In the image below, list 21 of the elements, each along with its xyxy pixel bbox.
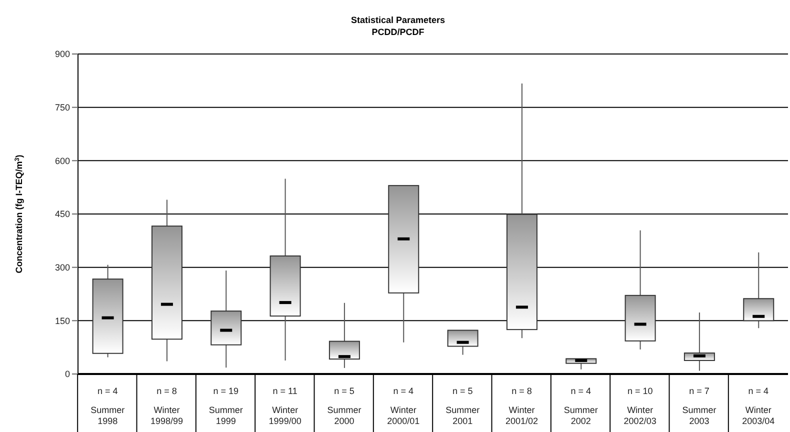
x-tick-label: n = 10 Winter 2002/03 xyxy=(624,386,656,426)
y-tick-label: 600 xyxy=(54,156,70,166)
y-tick-label: 300 xyxy=(54,262,70,273)
x-tick-label: n = 4 Summer 2002 xyxy=(564,386,598,426)
x-tick-label: n = 8 Winter 1998/99 xyxy=(150,386,184,426)
chart-subtitle: PCDD/PCDF xyxy=(370,26,426,38)
y-tick-label: 150 xyxy=(54,316,70,326)
y-tick-label: 750 xyxy=(54,102,70,113)
x-tick-label: n = 5 Summer 2001 xyxy=(446,386,480,426)
y-tick-label: 900 xyxy=(54,49,70,60)
y-tick-label: 450 xyxy=(54,209,70,220)
x-tick-label: n = 19 Summer 1999 xyxy=(208,386,243,426)
y-tick-label: 0 xyxy=(64,369,70,380)
x-tick-label: n = 7 Summer 2003 xyxy=(682,386,716,426)
x-tick-label: n = 4 Winter 2003/04 xyxy=(742,386,775,426)
x-tick-label: n = 4 Summer 1998 xyxy=(90,386,125,426)
x-tick-label: n = 4 Winter 2000/01 xyxy=(387,386,420,426)
x-tick-label: n = 8 Winter 2001/02 xyxy=(505,386,538,426)
x-tick-label: n = 11 Winter 1999/00 xyxy=(268,386,302,426)
chart-title: Statistical Parameters xyxy=(350,14,446,26)
x-tick-label: n = 5 Summer 2000 xyxy=(327,386,362,426)
